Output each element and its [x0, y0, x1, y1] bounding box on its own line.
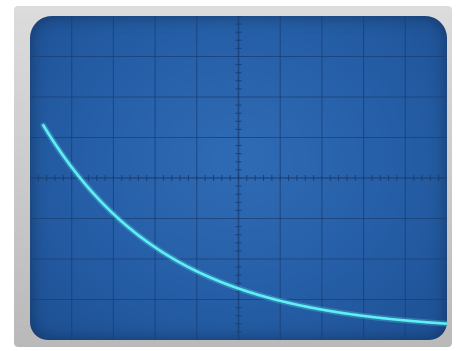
oscilloscope-screen [30, 16, 447, 340]
decay-trace-glow [40, 122, 447, 327]
graticule-display [30, 16, 447, 340]
decay-trace [42, 124, 447, 325]
graticule-ticks [30, 16, 447, 340]
